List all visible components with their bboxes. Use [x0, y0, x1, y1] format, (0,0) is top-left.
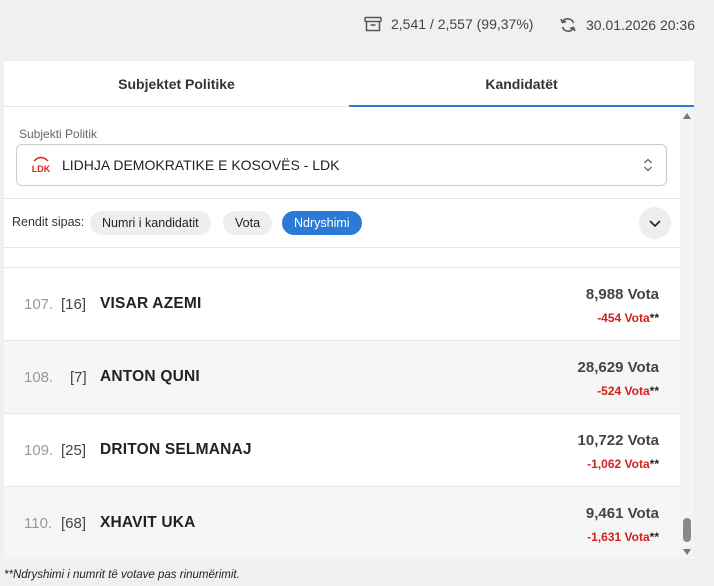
candidate-vote-change: -524 Vota**: [597, 384, 659, 398]
chevron-down-icon: [649, 220, 661, 228]
tab-bar: Subjektet Politike Kandidatët: [4, 61, 694, 107]
tab-political-subjects[interactable]: Subjektet Politike: [118, 76, 235, 92]
status-bar: 2,541 / 2,557 (99,37%) 30.01.2026 20:36: [0, 0, 714, 52]
sort-by-votes-button[interactable]: Vota: [223, 211, 273, 235]
ldk-logo: LDK: [28, 156, 54, 174]
candidate-vote-change: -1,062 Vota**: [587, 457, 659, 471]
candidate-ballot-number: [25]: [61, 442, 87, 459]
counted-stat: 2,541 / 2,557 (99,37%): [364, 16, 533, 32]
selected-subject: LIDHJA DEMOKRATIKE E KOSOVËS - LDK: [62, 157, 340, 173]
vote-change-value: -1,062 Vota: [587, 457, 650, 471]
scrollbar-thumb[interactable]: [683, 518, 691, 542]
candidate-name: VISAR AZEMI: [100, 295, 202, 312]
refresh-icon[interactable]: [559, 16, 577, 34]
sort-bar: Rendit sipas: Numri i kandidatit Vota Nd…: [4, 198, 680, 248]
sort-by-number-button[interactable]: Numri i kandidatit: [90, 211, 211, 235]
scroll-up-arrow-icon[interactable]: [683, 113, 691, 119]
vote-change-value: -1,631 Vota: [587, 530, 650, 544]
candidate-row[interactable]: 107. [16] VISAR AZEMI 8,988 Vota -454 Vo…: [4, 267, 680, 340]
ballot-box-icon: [364, 16, 382, 32]
candidate-rank: 107.: [24, 296, 54, 313]
political-subject-select[interactable]: LDK LIDHJA DEMOKRATIKE E KOSOVËS - LDK: [16, 144, 667, 186]
candidate-row[interactable]: 109. [25] DRITON SELMANAJ 10,722 Vota -1…: [4, 413, 680, 486]
updated-text: 30.01.2026 20:36: [586, 17, 695, 33]
candidate-votes: 9,461 Vota: [585, 505, 659, 522]
sort-label: Rendit sipas:: [12, 215, 85, 229]
candidate-rank: 108.: [24, 369, 54, 386]
recount-footnote: **Ndryshimi i numrit të votave pas rinum…: [4, 569, 240, 581]
candidate-ballot-number: [68]: [61, 515, 87, 532]
footnote-marker: **: [649, 384, 659, 398]
select-arrows-icon: [644, 158, 652, 172]
footnote-marker: **: [649, 530, 659, 544]
candidate-row[interactable]: 110. [68] XHAVIT UKA 9,461 Vota -1,631 V…: [4, 486, 680, 559]
updated-stat: 30.01.2026 20:36: [559, 16, 695, 34]
subject-filter-label: Subjekti Politik: [19, 127, 98, 141]
candidate-vote-change: -1,631 Vota**: [587, 530, 659, 544]
candidate-vote-change: -454 Vota**: [597, 311, 659, 325]
candidate-row[interactable]: 108. [7] ANTON QUNI 28,629 Vota -524 Vot…: [4, 340, 680, 413]
svg-text:LDK: LDK: [32, 164, 51, 174]
candidate-name: DRITON SELMANAJ: [100, 441, 252, 458]
candidate-rank: 110.: [24, 515, 53, 532]
results-panel: Subjektet Politike Kandidatët Subjekti P…: [4, 61, 694, 559]
candidate-ballot-number: [16]: [61, 296, 87, 313]
collapse-button[interactable]: [639, 207, 671, 239]
candidate-ballot-number: [7]: [70, 369, 87, 386]
candidate-votes: 10,722 Vota: [577, 432, 659, 449]
tab-candidates[interactable]: Kandidatët: [349, 61, 694, 107]
candidate-votes: 28,629 Vota: [577, 359, 659, 376]
vote-change-value: -524 Vota: [597, 384, 650, 398]
footnote-marker: **: [649, 457, 659, 471]
list-scrollbar[interactable]: [680, 107, 694, 559]
sort-by-change-button[interactable]: Ndryshimi: [282, 211, 362, 235]
candidate-votes: 8,988 Vota: [585, 286, 659, 303]
footnote-marker: **: [649, 311, 659, 325]
candidate-rank: 109.: [24, 442, 54, 459]
candidate-name: ANTON QUNI: [100, 368, 200, 385]
vote-change-value: -454 Vota: [597, 311, 650, 325]
candidate-name: XHAVIT UKA: [100, 514, 196, 531]
counted-text: 2,541 / 2,557 (99,37%): [391, 16, 534, 32]
scroll-down-arrow-icon[interactable]: [683, 549, 691, 555]
candidate-list: 107. [16] VISAR AZEMI 8,988 Vota -454 Vo…: [4, 267, 680, 559]
